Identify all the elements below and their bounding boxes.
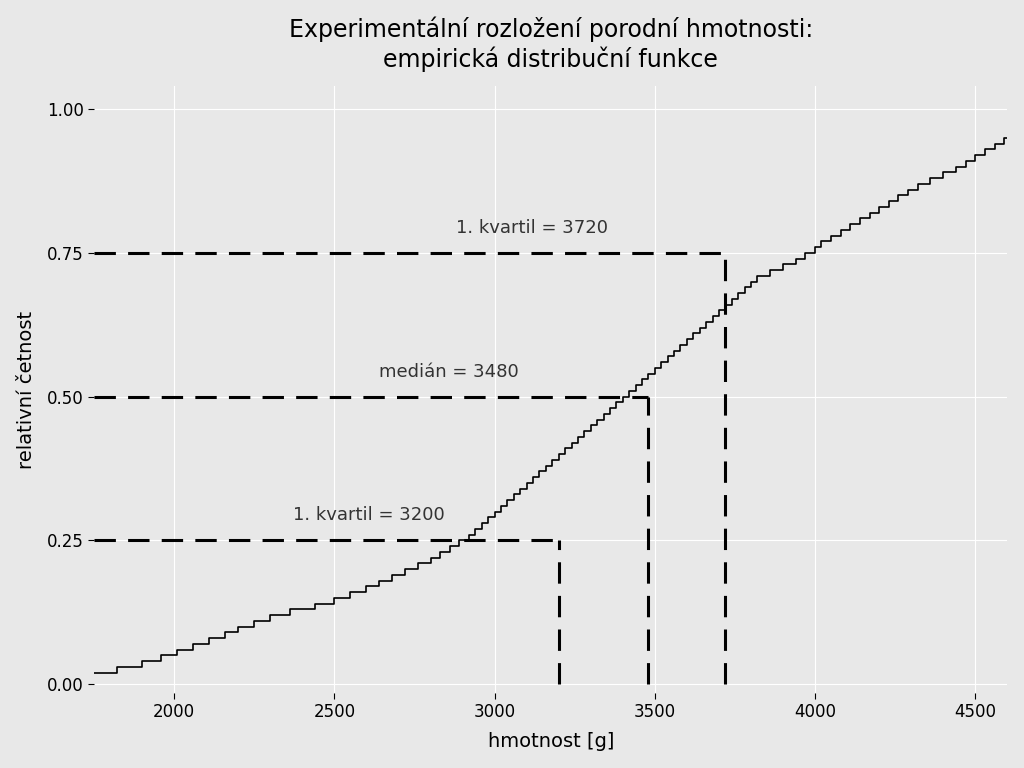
X-axis label: hmotnost [g]: hmotnost [g] bbox=[487, 733, 614, 751]
Text: 1. kvartil = 3200: 1. kvartil = 3200 bbox=[293, 506, 444, 525]
Y-axis label: relativní četnost: relativní četnost bbox=[16, 310, 36, 468]
Text: medián = 3480: medián = 3480 bbox=[379, 362, 519, 381]
Title: Experimentální rozložení porodní hmotnosti:
empirická distribuční funkce: Experimentální rozložení porodní hmotnos… bbox=[289, 17, 813, 71]
Text: 1. kvartil = 3720: 1. kvartil = 3720 bbox=[456, 219, 608, 237]
